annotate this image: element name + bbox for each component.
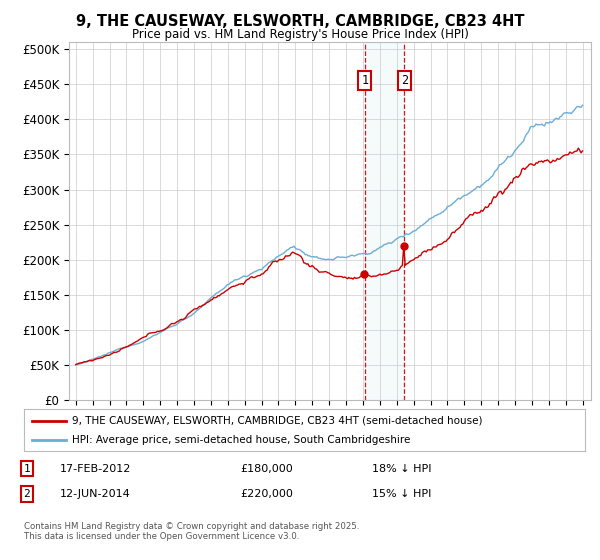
- Text: 12-JUN-2014: 12-JUN-2014: [60, 489, 131, 499]
- Text: 17-FEB-2012: 17-FEB-2012: [60, 464, 131, 474]
- Text: 1: 1: [361, 74, 368, 87]
- Text: 15% ↓ HPI: 15% ↓ HPI: [372, 489, 431, 499]
- Text: 9, THE CAUSEWAY, ELSWORTH, CAMBRIDGE, CB23 4HT (semi-detached house): 9, THE CAUSEWAY, ELSWORTH, CAMBRIDGE, CB…: [71, 416, 482, 426]
- Text: £220,000: £220,000: [240, 489, 293, 499]
- Text: Price paid vs. HM Land Registry's House Price Index (HPI): Price paid vs. HM Land Registry's House …: [131, 28, 469, 41]
- Text: 1: 1: [23, 464, 31, 474]
- Text: 2: 2: [401, 74, 408, 87]
- Text: 2: 2: [23, 489, 31, 499]
- Bar: [365, 42, 404, 400]
- Text: Contains HM Land Registry data © Crown copyright and database right 2025.
This d: Contains HM Land Registry data © Crown c…: [24, 522, 359, 542]
- Text: HPI: Average price, semi-detached house, South Cambridgeshire: HPI: Average price, semi-detached house,…: [71, 435, 410, 445]
- Text: 9, THE CAUSEWAY, ELSWORTH, CAMBRIDGE, CB23 4HT: 9, THE CAUSEWAY, ELSWORTH, CAMBRIDGE, CB…: [76, 14, 524, 29]
- Text: £180,000: £180,000: [240, 464, 293, 474]
- Text: 18% ↓ HPI: 18% ↓ HPI: [372, 464, 431, 474]
